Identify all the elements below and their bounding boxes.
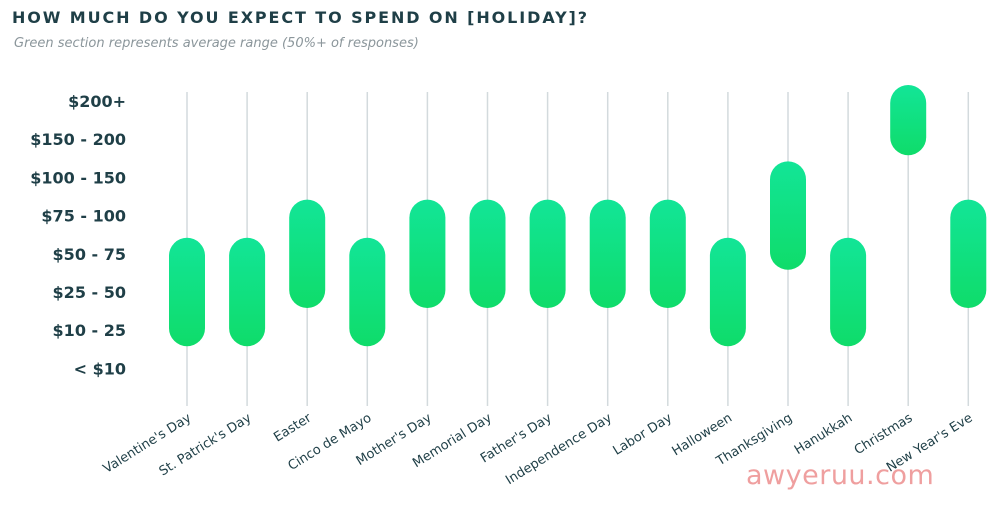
range-bar (409, 199, 446, 308)
range-bar (950, 199, 987, 308)
range-bar (469, 199, 506, 308)
y-tick-label: $10 - 25 (53, 321, 126, 340)
y-tick-label: $50 - 75 (53, 245, 126, 264)
range-bar (770, 161, 806, 270)
y-tick-label: $150 - 200 (30, 130, 126, 149)
y-tick-label: < $10 (74, 359, 126, 378)
y-tick-label: $25 - 50 (53, 283, 126, 302)
chart-subtitle: Green section represents average range (… (14, 36, 419, 51)
y-axis-labels: < $10 $10 - 25 $25 - 50 $50 - 75 $75 - 100 $1… (30, 92, 126, 378)
range-bar (289, 199, 326, 308)
range-bar (589, 199, 626, 308)
y-tick-label: $100 - 150 (30, 168, 126, 187)
range-bar (649, 199, 686, 308)
range-bar (529, 199, 566, 308)
range-bar (349, 237, 386, 347)
range-bar (229, 237, 266, 347)
y-tick-label: $75 - 100 (41, 207, 126, 226)
x-tick-label: Labor Day (611, 411, 676, 459)
y-tick-label: $200+ (68, 92, 126, 111)
chart-title: HOW MUCH DO YOU EXPECT TO SPEND ON [HOLI… (12, 8, 589, 27)
range-bar (890, 85, 927, 156)
x-tick-label: Hanukkah (792, 411, 855, 458)
x-tick-label: Easter (271, 410, 315, 445)
range-bars (169, 85, 987, 347)
range-bar (830, 237, 867, 347)
range-bar (169, 237, 205, 347)
x-tick-label: Independence Day (503, 411, 615, 489)
watermark: awyeruu.com (746, 460, 935, 491)
range-bar (709, 237, 746, 347)
